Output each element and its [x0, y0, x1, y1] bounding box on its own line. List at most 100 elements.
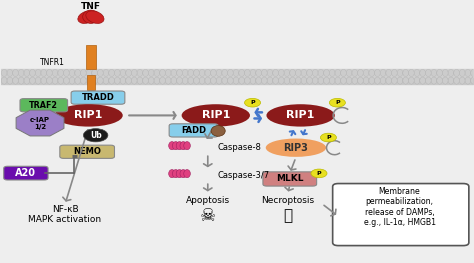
Ellipse shape [109, 77, 115, 84]
Ellipse shape [75, 77, 81, 84]
Ellipse shape [262, 77, 267, 84]
Ellipse shape [52, 77, 58, 84]
Circle shape [311, 169, 327, 178]
Ellipse shape [173, 170, 179, 178]
Ellipse shape [426, 77, 431, 84]
Ellipse shape [245, 69, 250, 77]
Bar [86, 45, 96, 69]
Ellipse shape [81, 77, 86, 84]
Ellipse shape [437, 77, 442, 84]
Ellipse shape [148, 77, 154, 84]
Ellipse shape [103, 69, 109, 77]
Ellipse shape [341, 69, 346, 77]
Ellipse shape [420, 77, 426, 84]
Ellipse shape [324, 69, 329, 77]
Ellipse shape [82, 10, 99, 23]
Ellipse shape [36, 69, 41, 77]
Ellipse shape [30, 77, 36, 84]
Ellipse shape [154, 77, 160, 84]
Ellipse shape [267, 69, 273, 77]
Ellipse shape [363, 77, 369, 84]
Ellipse shape [380, 69, 386, 77]
Ellipse shape [346, 69, 352, 77]
Ellipse shape [471, 77, 474, 84]
Ellipse shape [46, 77, 52, 84]
Ellipse shape [318, 69, 324, 77]
Ellipse shape [239, 69, 245, 77]
Ellipse shape [437, 69, 442, 77]
Ellipse shape [78, 11, 96, 23]
Text: TRAF2: TRAF2 [29, 101, 58, 110]
Ellipse shape [177, 77, 182, 84]
Ellipse shape [380, 77, 386, 84]
Ellipse shape [307, 77, 312, 84]
Ellipse shape [92, 77, 98, 84]
Ellipse shape [7, 77, 13, 84]
Ellipse shape [465, 69, 471, 77]
Ellipse shape [58, 77, 64, 84]
Ellipse shape [64, 69, 69, 77]
Text: NF-κB
MAPK activation: NF-κB MAPK activation [28, 205, 101, 224]
Ellipse shape [169, 170, 175, 178]
Ellipse shape [210, 69, 216, 77]
Ellipse shape [137, 69, 143, 77]
Ellipse shape [273, 77, 278, 84]
Ellipse shape [397, 77, 403, 84]
Ellipse shape [18, 69, 24, 77]
Ellipse shape [414, 69, 420, 77]
Ellipse shape [7, 69, 13, 77]
Ellipse shape [392, 69, 397, 77]
Ellipse shape [184, 170, 191, 178]
Ellipse shape [1, 69, 7, 77]
Ellipse shape [273, 69, 278, 77]
Ellipse shape [290, 77, 295, 84]
Ellipse shape [448, 77, 454, 84]
Text: Membrane
permeabilization,
release of DAMPs,
e.g., IL-1α, HMGB1: Membrane permeabilization, release of DA… [364, 187, 436, 227]
Ellipse shape [266, 104, 335, 127]
Ellipse shape [30, 69, 36, 77]
Ellipse shape [216, 69, 222, 77]
Ellipse shape [386, 77, 392, 84]
Ellipse shape [403, 77, 409, 84]
Ellipse shape [194, 77, 199, 84]
Ellipse shape [414, 77, 420, 84]
Ellipse shape [307, 69, 312, 77]
FancyBboxPatch shape [4, 166, 48, 180]
Ellipse shape [454, 77, 459, 84]
Ellipse shape [329, 77, 335, 84]
Ellipse shape [194, 69, 199, 77]
Circle shape [83, 129, 108, 142]
Ellipse shape [454, 69, 459, 77]
Text: Ub: Ub [90, 131, 101, 140]
Ellipse shape [392, 77, 397, 84]
Text: ☠: ☠ [200, 207, 216, 225]
Ellipse shape [165, 69, 171, 77]
Ellipse shape [278, 77, 284, 84]
Text: MLKL: MLKL [276, 174, 303, 184]
Text: RIP3: RIP3 [283, 143, 309, 153]
Ellipse shape [471, 69, 474, 77]
Text: 🐈: 🐈 [283, 208, 292, 223]
Text: Caspase-8: Caspase-8 [217, 143, 261, 152]
Ellipse shape [177, 69, 182, 77]
Ellipse shape [46, 69, 52, 77]
Polygon shape [16, 110, 64, 136]
Ellipse shape [312, 77, 318, 84]
Ellipse shape [109, 69, 115, 77]
Ellipse shape [41, 77, 46, 84]
Ellipse shape [459, 69, 465, 77]
Ellipse shape [92, 69, 98, 77]
Ellipse shape [171, 69, 177, 77]
FancyBboxPatch shape [60, 145, 115, 158]
Ellipse shape [199, 69, 205, 77]
Ellipse shape [352, 69, 357, 77]
Ellipse shape [228, 77, 233, 84]
Ellipse shape [81, 69, 86, 77]
Ellipse shape [1, 77, 7, 84]
Ellipse shape [335, 69, 341, 77]
Ellipse shape [13, 77, 18, 84]
Ellipse shape [346, 77, 352, 84]
Ellipse shape [256, 77, 262, 84]
Ellipse shape [131, 69, 137, 77]
Ellipse shape [374, 77, 380, 84]
